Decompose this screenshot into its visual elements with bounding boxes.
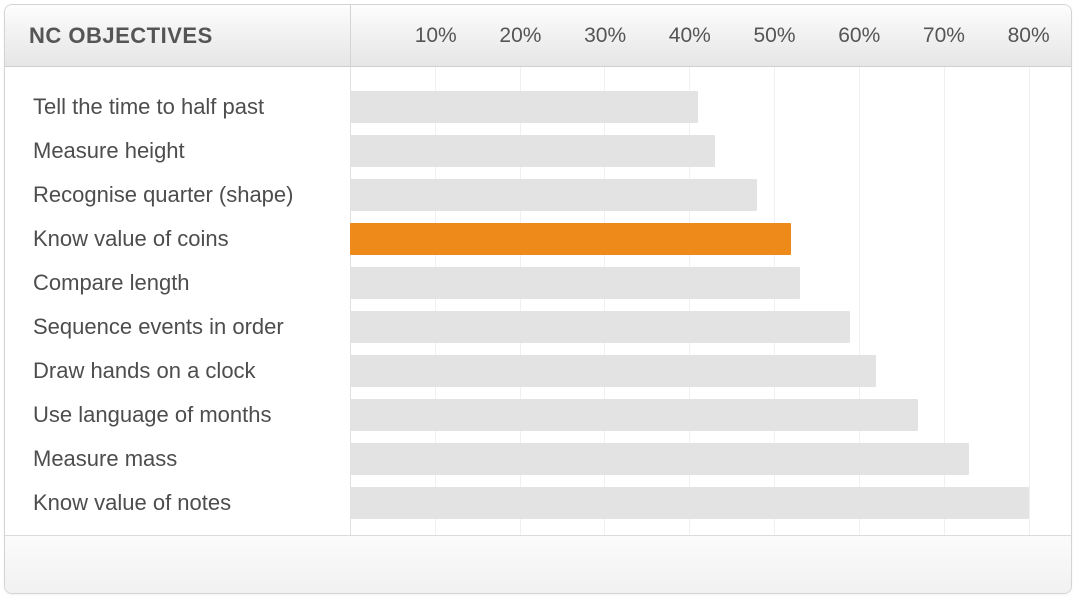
panel-footer xyxy=(5,535,1071,593)
bar xyxy=(350,443,969,475)
objective-row: Tell the time to half past xyxy=(5,85,1071,129)
x-axis-ticks: 10% 20% 30% 40% 50% 60% 70% 80% xyxy=(350,5,1071,66)
chart-rows: Tell the time to half past Measure height… xyxy=(5,85,1071,525)
objective-label: Know value of notes xyxy=(5,490,350,516)
bar xyxy=(350,399,918,431)
x-tick: 10% xyxy=(406,5,466,66)
objective-row: Measure height xyxy=(5,129,1071,173)
bar-track xyxy=(350,173,1071,217)
objective-label: Recognise quarter (shape) xyxy=(5,182,350,208)
objective-row: Know value of coins xyxy=(5,217,1071,261)
objective-row: Measure mass xyxy=(5,437,1071,481)
chart-body: Tell the time to half past Measure height… xyxy=(5,67,1071,535)
header-title: NC OBJECTIVES xyxy=(5,5,350,66)
bar xyxy=(350,311,850,343)
bar xyxy=(350,223,791,255)
x-tick: 80% xyxy=(999,5,1059,66)
bar xyxy=(350,487,1029,519)
objective-label: Measure mass xyxy=(5,446,350,472)
objective-label: Draw hands on a clock xyxy=(5,358,350,384)
bar-track xyxy=(350,349,1071,393)
bar-track xyxy=(350,129,1071,173)
bar xyxy=(350,267,800,299)
x-tick: 50% xyxy=(745,5,805,66)
bar xyxy=(350,91,698,123)
objective-row: Draw hands on a clock xyxy=(5,349,1071,393)
objectives-panel: NC OBJECTIVES 10% 20% 30% 40% 50% 60% 70% 80% T… xyxy=(4,4,1072,594)
bar-track xyxy=(350,85,1071,129)
bar-track xyxy=(350,217,1071,261)
x-tick: 20% xyxy=(490,5,550,66)
x-tick: 30% xyxy=(575,5,635,66)
objective-row: Compare length xyxy=(5,261,1071,305)
objective-label: Compare length xyxy=(5,270,350,296)
objective-row: Use language of months xyxy=(5,393,1071,437)
x-tick: 70% xyxy=(914,5,974,66)
objective-label: Measure height xyxy=(5,138,350,164)
objective-label: Use language of months xyxy=(5,402,350,428)
x-tick: 60% xyxy=(829,5,889,66)
objective-row: Know value of notes xyxy=(5,481,1071,525)
objective-row: Recognise quarter (shape) xyxy=(5,173,1071,217)
objective-label: Know value of coins xyxy=(5,226,350,252)
objective-label: Tell the time to half past xyxy=(5,94,350,120)
bar-track xyxy=(350,437,1071,481)
bar-track xyxy=(350,305,1071,349)
bar xyxy=(350,355,876,387)
bar-track xyxy=(350,261,1071,305)
x-tick: 40% xyxy=(660,5,720,66)
bar-track xyxy=(350,481,1071,525)
bar-track xyxy=(350,393,1071,437)
objective-row: Sequence events in order xyxy=(5,305,1071,349)
bar xyxy=(350,135,715,167)
panel-header: NC OBJECTIVES 10% 20% 30% 40% 50% 60% 70% 80% xyxy=(5,5,1071,67)
objective-label: Sequence events in order xyxy=(5,314,350,340)
bar xyxy=(350,179,757,211)
